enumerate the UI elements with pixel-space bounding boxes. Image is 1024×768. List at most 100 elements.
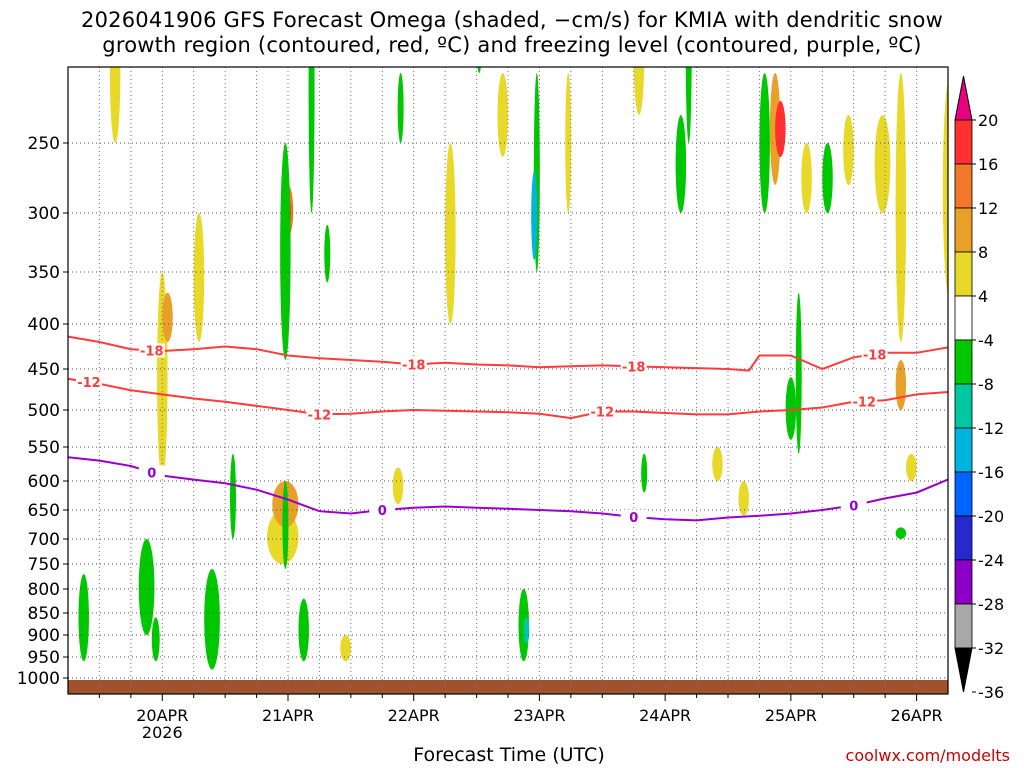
y-tick-label: 850 [28, 604, 60, 624]
contour-label: 0 [849, 499, 858, 514]
colorbar-label: -20 [978, 507, 1004, 526]
x-axis-label: Forecast Time (UTC) [413, 744, 605, 766]
chart-title-line2: growth region (contoured, red, ºC) and f… [102, 33, 922, 57]
colorbar-label: -4 [978, 331, 994, 350]
y-tick-label: 450 [28, 360, 60, 380]
y-tick-label: 950 [28, 648, 60, 668]
contour-label: -18 [140, 344, 164, 359]
omega-shade [477, 67, 481, 73]
colorbar-label: 4 [978, 287, 988, 306]
y-tick-label: 250 [28, 134, 60, 154]
colorbar-label: 20 [978, 111, 998, 130]
contour-label: -12 [308, 408, 332, 423]
y-tick-label: 400 [28, 315, 60, 335]
omega-shade [340, 635, 351, 662]
omega-shade [641, 453, 648, 493]
colorbar-band [954, 471, 973, 517]
y-tick-label: 600 [28, 472, 60, 492]
omega-shade [895, 360, 907, 410]
colorbar-band [954, 339, 973, 385]
omega-shade [230, 453, 236, 539]
x-tick-label: 24APR [639, 706, 691, 725]
omega-shade [801, 143, 812, 213]
colorbar-label: -12 [978, 419, 1004, 438]
contour-label: -12 [591, 405, 615, 420]
omega-shade [712, 447, 723, 481]
colorbar-band [954, 427, 973, 473]
colorbar-band [954, 383, 973, 429]
colorbar-band [954, 163, 973, 209]
omega-shade [906, 453, 917, 481]
omega-shade [298, 598, 309, 662]
x-tick-label: 23APR [513, 706, 565, 725]
colorbar-band [954, 515, 973, 561]
y-tick-label: 800 [28, 580, 60, 600]
omega-shade [523, 617, 530, 644]
omega-shade [785, 377, 797, 440]
contour-label: 0 [147, 466, 156, 481]
omega-shade [397, 73, 404, 143]
omega-shade [280, 143, 291, 360]
x-tick-sublabel: 2026 [142, 723, 183, 742]
colorbar-band [954, 207, 973, 253]
contour-line [68, 456, 948, 522]
y-tick-label: 700 [28, 530, 60, 550]
omega-shade [895, 527, 907, 539]
x-tick-label: 20APR [136, 706, 188, 725]
y-tick-label: 350 [28, 263, 60, 283]
contour-line [68, 377, 948, 420]
contour-line [68, 335, 948, 372]
y-tick-label: 900 [28, 626, 60, 646]
colorbar-label: 16 [978, 155, 998, 174]
contour-label: -12 [852, 395, 876, 410]
omega-shade [942, 79, 948, 297]
contour-label: -18 [402, 359, 426, 374]
omega-shade [633, 67, 645, 115]
omega-shade [392, 467, 404, 505]
omega-shade [685, 67, 692, 143]
omega-shade [497, 73, 508, 157]
omega-shade [769, 73, 781, 185]
omega-shade [282, 481, 289, 569]
x-tick-label: 25APR [765, 706, 817, 725]
colorbar-label: -16 [978, 463, 1004, 482]
omega-shade [738, 481, 749, 516]
contour-label: -18 [622, 360, 646, 375]
y-tick-label: 300 [28, 204, 60, 224]
colorbar-band [954, 251, 973, 297]
colorbar-arrow-top [954, 75, 973, 121]
x-tick-label: 22APR [388, 706, 440, 725]
colorbar-arrow-bottom [954, 647, 973, 693]
colorbar-label: 12 [978, 199, 998, 218]
plot-area: -18 -18 -18 -18 -12 -12 -12 -12 0 0 0 0 [68, 67, 948, 694]
chart-title-line1: 2026041906 GFS Forecast Omega (shaded, −… [81, 8, 943, 32]
omega-shade [843, 115, 854, 185]
x-tick-label: 21APR [262, 706, 314, 725]
colorbar-label: -32 [978, 639, 1004, 658]
contour-label: -12 [77, 376, 101, 391]
y-tick-label: 1000 [17, 669, 60, 689]
x-tick-label: 26APR [891, 706, 943, 725]
omega-shade [151, 617, 160, 662]
contour-label: 0 [629, 511, 638, 526]
colorbar-band [954, 603, 973, 649]
y-tick-label: 550 [28, 438, 60, 458]
y-tick-label: 500 [28, 401, 60, 421]
omega-shade [531, 171, 538, 261]
omega-shade [324, 224, 331, 283]
colorbar-label: -24 [978, 551, 1004, 570]
omega-shade [78, 574, 89, 662]
omega-shade [204, 569, 220, 670]
omega-shade [445, 143, 456, 324]
omega-shade [822, 143, 833, 213]
colorbar-band [954, 295, 973, 341]
colorbar-label: -8 [978, 375, 994, 394]
colorbar-band [954, 559, 973, 605]
omega-shade [795, 292, 802, 454]
omega-shade [162, 292, 173, 342]
omega-shade [675, 115, 687, 213]
contour-label: 0 [378, 504, 387, 519]
y-tick-label: 650 [28, 501, 60, 521]
y-tick-label: 750 [28, 555, 60, 575]
